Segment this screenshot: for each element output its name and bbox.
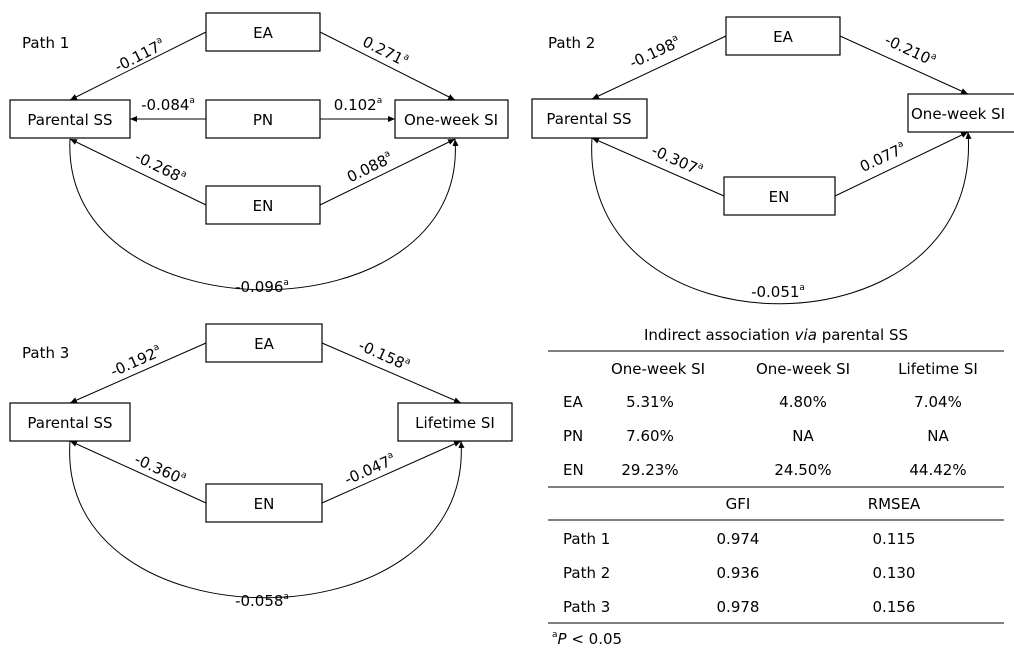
path-3-diagram: Path 3 EA EN Parental SS Lifetime SI -0.… (9, 323, 513, 610)
table-cell: Path 1 (563, 530, 610, 548)
table-cell: 29.23% (621, 461, 678, 479)
p1-coef-ss-out: -0.096a (235, 278, 289, 296)
p2-edge-en-ss (591, 137, 725, 197)
table-row: EA 5.31% 4.80% 7.04% (563, 393, 962, 411)
p2-node-parental-ss-label: Parental SS (546, 110, 631, 128)
table-row: Path 2 0.936 0.130 (563, 564, 915, 582)
table-cell: EN (563, 461, 584, 479)
p1-coef-pn-out: 0.102a (334, 96, 382, 114)
p3-coef-en-ss: -0.360a (132, 450, 189, 488)
p2-coef-ss-out: -0.051a (751, 283, 805, 301)
p1-edge-ss-out-curve (69, 138, 459, 291)
p3-edge-ea-ss (69, 342, 207, 404)
p1-node-pn-label: PN (253, 111, 273, 129)
table-cell: PN (563, 427, 583, 445)
p1-node-parental-ss (9, 99, 131, 139)
p2-node-ea (725, 16, 841, 56)
p2-node-outcome-label: One-week SI (911, 105, 1005, 123)
p2-node-en (723, 176, 836, 216)
fit-header-gfi: GFI (726, 495, 751, 513)
p1-edge-ea-out (319, 31, 456, 101)
p1-coef-ea-ss: -0.117a (112, 35, 168, 75)
table-header-col-1: One-week SI (611, 360, 705, 378)
table-cell: NA (792, 427, 814, 445)
table-cell: 5.31% (626, 393, 674, 411)
p1-node-ea (205, 12, 321, 52)
p3-edge-ss-out-curve (69, 440, 465, 599)
table-cell: Path 3 (563, 598, 610, 616)
p3-node-en (205, 483, 323, 523)
p1-node-en-label: EN (253, 197, 274, 215)
p2-edge-ea-out (839, 35, 969, 95)
p2-edge-en-out (834, 131, 969, 197)
p1-edge-en-ss (69, 138, 207, 206)
p1-node-pn (205, 99, 321, 139)
p3-coef-ea-ss: -0.192a (108, 342, 165, 380)
p3-coef-en-out: -0.047a (342, 450, 399, 488)
table-row: PN 7.60% NA NA (563, 427, 949, 445)
p2-coef-en-out: 0.077a (857, 139, 909, 176)
p1-node-outcome-label: One-week SI (404, 111, 498, 129)
p2-node-en-label: EN (769, 188, 790, 206)
path-2-title: Path 2 (548, 34, 595, 52)
p2-coef-ea-ss: -0.198a (627, 33, 683, 72)
table-cell: 24.50% (774, 461, 831, 479)
p2-node-parental-ss (531, 98, 648, 139)
table-header-col-2: One-week SI (756, 360, 850, 378)
table-cell: 0.936 (717, 564, 760, 582)
table-cell: 0.130 (873, 564, 916, 582)
path-2-diagram: Path 2 EA EN Parental SS One-week SI -0.… (531, 16, 1014, 305)
table-row: Path 3 0.978 0.156 (563, 598, 915, 616)
p1-coef-pn-ss: -0.084a (141, 96, 195, 114)
p3-coef-ea-out: -0.158a (356, 336, 413, 374)
p1-node-outcome (394, 99, 509, 139)
table-row: Path 1 0.974 0.115 (563, 530, 915, 548)
table-cell: 7.04% (914, 393, 962, 411)
table-footnote: aP < 0.05 (552, 630, 622, 648)
table-cell: EA (563, 393, 583, 411)
p3-node-outcome (397, 402, 513, 442)
p3-node-en-label: EN (254, 495, 275, 513)
table-header-col-3: Lifetime SI (898, 360, 978, 378)
table-cell: NA (927, 427, 949, 445)
table-title: Indirect association via parental SS (644, 326, 908, 344)
p1-coef-en-ss: -0.268a (132, 148, 188, 188)
p2-coef-en-ss: -0.307a (649, 141, 706, 179)
fit-header-rmsea: RMSEA (868, 495, 921, 513)
p2-edge-ss-out-curve (591, 131, 972, 305)
table-row: EN 29.23% 24.50% 44.42% (563, 461, 967, 479)
p2-node-outcome (907, 93, 1014, 133)
p3-node-outcome-label: Lifetime SI (415, 414, 495, 432)
p3-coef-ss-out: -0.058a (235, 592, 289, 610)
table-cell: 44.42% (909, 461, 966, 479)
table-cell: 0.156 (873, 598, 916, 616)
path-3-title: Path 3 (22, 344, 69, 362)
p3-edge-ea-out (321, 342, 462, 404)
p1-node-en (205, 185, 321, 225)
p3-node-parental-ss-label: Parental SS (27, 414, 112, 432)
p1-edge-ea-ss (69, 31, 207, 101)
p3-edge-en-ss (69, 440, 207, 504)
p3-edge-en-out (321, 440, 462, 504)
table-cell: 4.80% (779, 393, 827, 411)
table-cell: 0.115 (873, 530, 916, 548)
path-1-title: Path 1 (22, 34, 69, 52)
p1-node-parental-ss-label: Parental SS (27, 111, 112, 129)
p1-node-ea-label: EA (253, 24, 273, 42)
table-cell: Path 2 (563, 564, 610, 582)
p2-edge-ea-ss (591, 35, 727, 100)
p2-node-ea-label: EA (773, 28, 793, 46)
p3-node-ea (205, 323, 323, 363)
p3-node-parental-ss (9, 402, 131, 442)
table-cell: 7.60% (626, 427, 674, 445)
table-cell: 0.978 (717, 598, 760, 616)
p3-node-ea-label: EA (254, 335, 274, 353)
p2-coef-ea-out: -0.210a (882, 31, 938, 70)
indirect-association-table: Indirect association via parental SS One… (548, 326, 1004, 648)
p1-edge-en-out (319, 138, 456, 206)
table-cell: 0.974 (717, 530, 760, 548)
path-1-diagram: Path 1 EA PN EN Parental SS One-week SI … (9, 12, 509, 296)
